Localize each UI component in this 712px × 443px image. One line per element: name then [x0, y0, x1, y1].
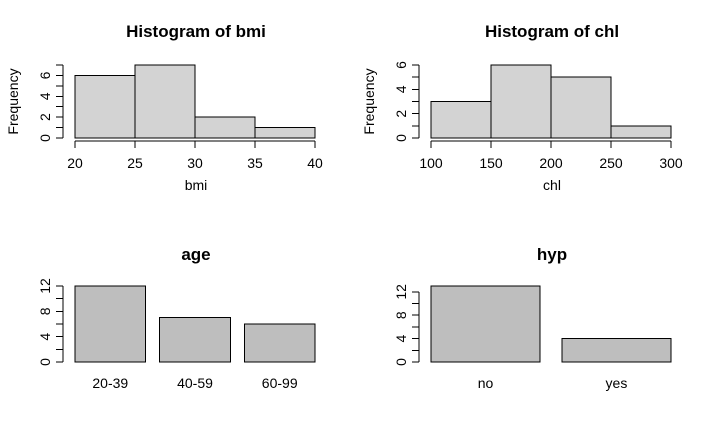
x-tick-label: 250: [599, 155, 623, 171]
y-tick-label: 12: [37, 278, 53, 294]
histogram-bar: [134, 64, 196, 139]
y-tick-label: 4: [37, 333, 53, 341]
x-tick-label: 100: [419, 155, 443, 171]
histogram-bar: [254, 127, 316, 139]
x-tick-label: 25: [127, 155, 143, 171]
y-tick-label: 0: [37, 358, 53, 366]
panel-barplot-age: age 0 4 8 12 20-39 40-59 60-99: [37, 245, 316, 391]
category-label: 60-99: [262, 375, 298, 391]
panel-barplot-hyp: hyp 0 4 8 12 no yes: [393, 245, 672, 391]
histogram-bar: [490, 64, 552, 139]
x-tick-label: 150: [479, 155, 503, 171]
y-axis-label: Frequency: [5, 68, 21, 134]
y-tick-label: 2: [393, 110, 409, 118]
y-tick-label: 6: [393, 61, 409, 69]
bar: [561, 338, 672, 363]
y-tick-label: 4: [37, 92, 53, 100]
x-tick-label: 40: [307, 155, 323, 171]
histogram-bar: [430, 101, 492, 139]
histogram-bar: [550, 76, 612, 139]
y-tick-label: 6: [37, 71, 53, 79]
category-label: 40-59: [177, 375, 213, 391]
panel-histogram-chl: Histogram of chl 0 2 4 6 Frequency 100 150 200 25…: [361, 22, 683, 193]
y-tick-label: 0: [37, 134, 53, 142]
y-axis-label: Frequency: [361, 68, 377, 134]
x-tick-label: 200: [539, 155, 563, 171]
x-axis-label: bmi: [185, 177, 208, 193]
panel-histogram-bmi: Histogram of bmi 0 2 4 6 Frequency 20 25 30 35 40 b…: [5, 22, 323, 193]
y-tick-label: 8: [37, 307, 53, 315]
y-tick-label: 12: [393, 284, 409, 300]
y-tick-label: 0: [393, 358, 409, 366]
x-tick-label: 20: [67, 155, 83, 171]
x-tick-label: 300: [659, 155, 683, 171]
y-tick-label: 0: [393, 134, 409, 142]
bar: [243, 323, 316, 363]
bar: [159, 317, 231, 363]
chart-title: hyp: [537, 245, 567, 264]
bar: [430, 285, 541, 363]
x-tick-label: 35: [247, 155, 263, 171]
chart-title: Histogram of chl: [485, 22, 619, 41]
y-tick-label: 4: [393, 335, 409, 343]
y-tick-label: 4: [393, 85, 409, 93]
y-tick-label: 2: [37, 113, 53, 121]
chart-title: age: [181, 245, 210, 264]
category-label: no: [478, 375, 494, 391]
histogram-bar: [194, 116, 256, 139]
x-tick-label: 30: [187, 155, 203, 171]
chart-title: Histogram of bmi: [126, 22, 266, 41]
histogram-bar: [74, 74, 136, 139]
y-tick-label: 8: [393, 311, 409, 319]
category-label: yes: [606, 375, 628, 391]
category-label: 20-39: [92, 375, 128, 391]
histogram-bar: [610, 125, 672, 139]
x-axis-label: chl: [543, 177, 561, 193]
bar: [74, 285, 147, 363]
